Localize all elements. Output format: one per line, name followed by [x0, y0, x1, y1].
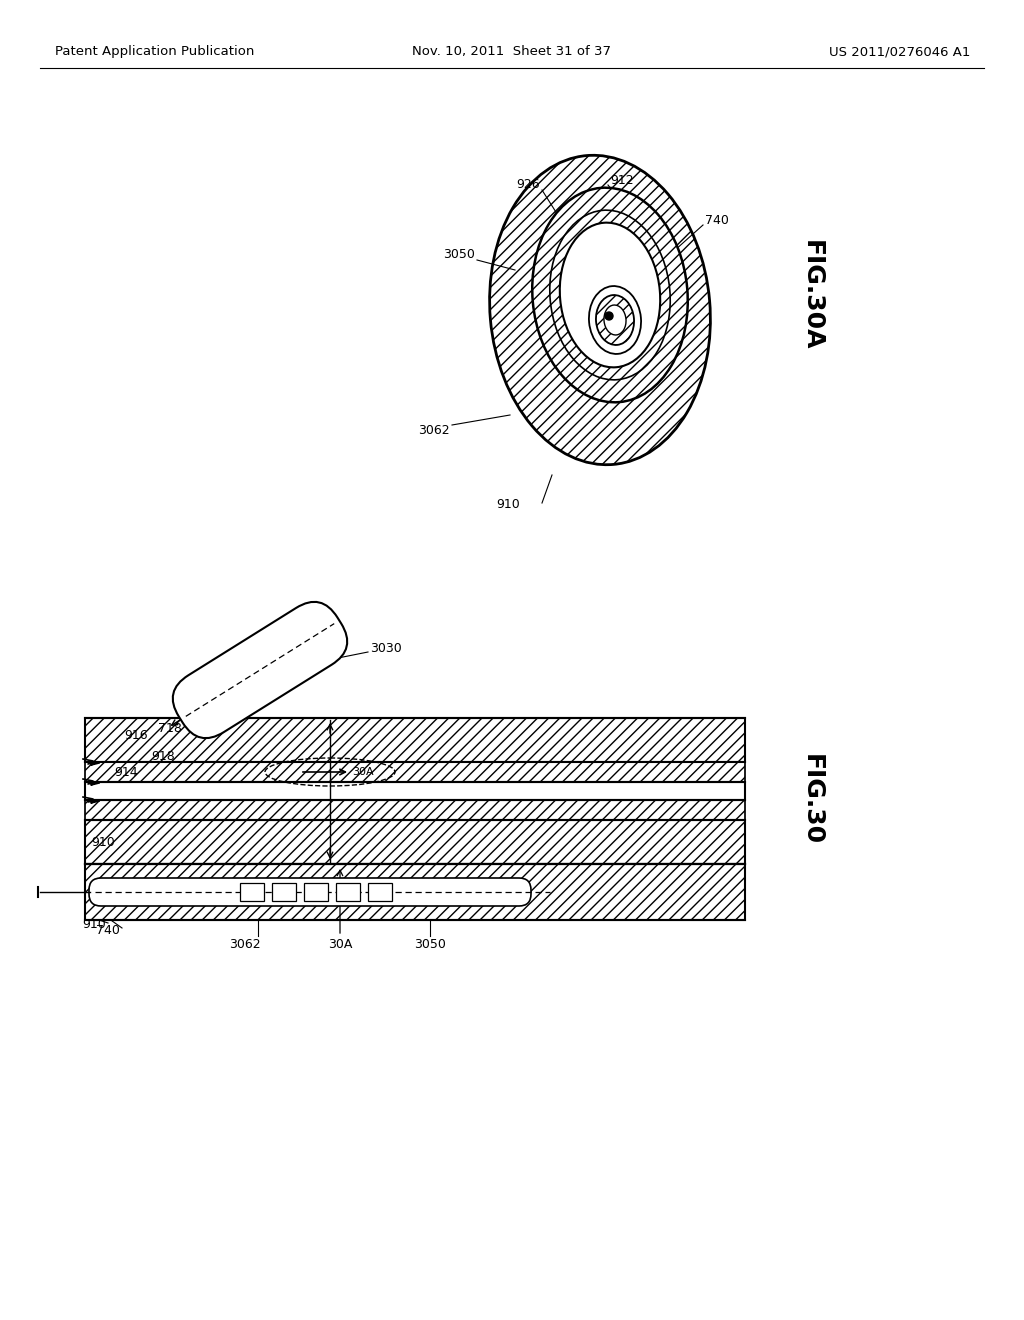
Bar — [85, 762, 745, 781]
Ellipse shape — [589, 286, 641, 354]
Text: FIG.30: FIG.30 — [800, 755, 824, 846]
Text: Patent Application Publication: Patent Application Publication — [55, 45, 254, 58]
Ellipse shape — [560, 223, 660, 367]
Text: FIG.30A: FIG.30A — [800, 240, 824, 350]
Bar — [272, 883, 296, 902]
Bar — [240, 883, 264, 902]
Bar — [85, 820, 745, 865]
Text: 926: 926 — [516, 178, 540, 191]
Bar — [85, 781, 745, 800]
Text: 910: 910 — [82, 919, 106, 932]
Bar — [304, 883, 328, 902]
Ellipse shape — [604, 305, 626, 335]
Text: 914: 914 — [115, 766, 138, 779]
Text: 30A: 30A — [328, 939, 352, 950]
Text: 740: 740 — [96, 924, 120, 936]
Text: 3030: 3030 — [370, 642, 401, 655]
Bar — [85, 718, 745, 762]
Ellipse shape — [532, 187, 688, 403]
Text: 3050: 3050 — [443, 248, 475, 261]
FancyBboxPatch shape — [89, 878, 531, 906]
Bar — [85, 865, 745, 920]
Text: 3062: 3062 — [419, 424, 450, 437]
Text: 30A: 30A — [352, 767, 374, 777]
Text: 740: 740 — [705, 214, 729, 227]
Text: 916: 916 — [124, 729, 148, 742]
Bar — [85, 762, 745, 781]
Text: 912: 912 — [104, 780, 128, 792]
Text: 718: 718 — [158, 722, 182, 734]
Text: 3050: 3050 — [414, 939, 445, 950]
Bar — [368, 883, 392, 902]
Ellipse shape — [596, 296, 634, 345]
Text: 912: 912 — [610, 173, 634, 186]
Ellipse shape — [605, 312, 613, 319]
Bar — [85, 800, 745, 820]
Bar — [85, 800, 745, 820]
Bar — [85, 820, 745, 865]
Text: 918: 918 — [152, 750, 175, 763]
Bar — [336, 883, 360, 902]
Text: 910: 910 — [497, 499, 520, 511]
Text: 3062: 3062 — [229, 939, 261, 950]
Text: US 2011/0276046 A1: US 2011/0276046 A1 — [828, 45, 970, 58]
Text: 910: 910 — [91, 836, 115, 849]
Ellipse shape — [489, 156, 711, 465]
Bar — [85, 865, 745, 920]
FancyBboxPatch shape — [173, 602, 347, 738]
Bar — [85, 718, 745, 762]
Text: Nov. 10, 2011  Sheet 31 of 37: Nov. 10, 2011 Sheet 31 of 37 — [413, 45, 611, 58]
